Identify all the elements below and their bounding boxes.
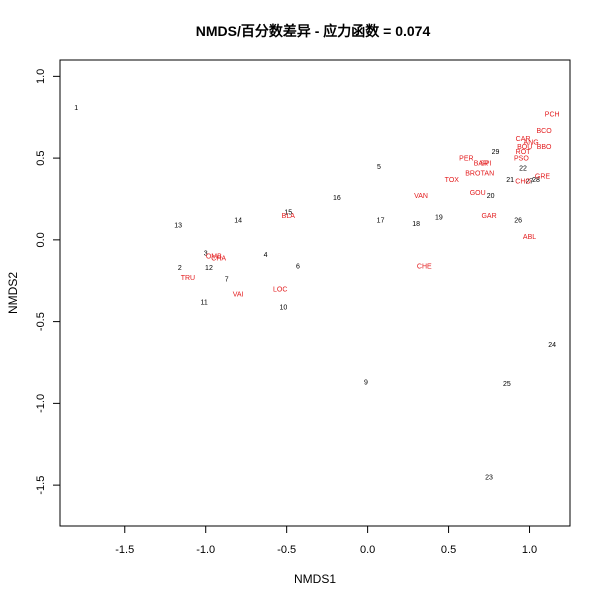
site-label: 9 xyxy=(364,380,368,387)
species-label: ABL xyxy=(523,234,536,241)
x-tick-label: -1.5 xyxy=(115,544,134,556)
x-tick-label: -1.0 xyxy=(196,544,215,556)
y-tick-label: -1.5 xyxy=(35,476,47,495)
species-label: BCO xyxy=(537,128,553,135)
y-tick-label: 1.0 xyxy=(35,69,47,84)
species-label: VAN xyxy=(414,193,428,200)
x-tick-label: 0.0 xyxy=(360,544,375,556)
y-tick-label: 0.5 xyxy=(35,150,47,165)
chart-title: NMDS/百分数差异 - 应力函数 = 0.074 xyxy=(196,23,431,39)
site-label: 6 xyxy=(296,264,300,271)
site-label: 27 xyxy=(526,178,534,185)
species-label: VAI xyxy=(233,291,244,298)
x-tick-label: -0.5 xyxy=(277,544,296,556)
x-tick-label: 1.0 xyxy=(522,544,537,556)
site-label: 23 xyxy=(485,474,493,481)
site-label: 26 xyxy=(514,218,522,225)
site-label: 4 xyxy=(264,252,268,259)
site-label: 19 xyxy=(435,214,443,221)
site-label: 25 xyxy=(503,381,511,388)
y-axis-label: NMDS2 xyxy=(6,272,20,314)
species-label: CAR xyxy=(516,136,531,143)
site-label: 2 xyxy=(178,265,182,272)
x-axis: -1.5 -1.0 -0.5 0.0 0.5 1.0 xyxy=(115,525,537,556)
species-label: CHO xyxy=(515,178,531,185)
species-label: OMB xyxy=(206,254,222,261)
species-label: ANG xyxy=(524,139,539,146)
site-label: 14 xyxy=(234,218,242,225)
species-label: GOU xyxy=(470,190,486,197)
x-axis-label: NMDS1 xyxy=(294,572,336,586)
species-label: CHA xyxy=(211,255,226,262)
species-label: ROT xyxy=(516,149,532,156)
site-label: 28 xyxy=(532,177,540,184)
species-label: PCH xyxy=(545,111,560,118)
species-label: PSO xyxy=(514,156,529,163)
species-label: BLA xyxy=(282,213,296,220)
species-label: PER xyxy=(459,156,473,163)
site-label: 12 xyxy=(205,265,213,272)
species-label: BBO xyxy=(537,144,552,151)
y-tick-label: -1.0 xyxy=(35,394,47,413)
species-label: TOX xyxy=(445,177,460,184)
species-label: GRE xyxy=(535,174,551,181)
site-label: 16 xyxy=(333,195,341,202)
y-tick-label: 0.0 xyxy=(35,232,47,247)
site-label: 21 xyxy=(506,177,514,184)
site-label: 22 xyxy=(519,165,527,172)
species-label: CHE xyxy=(417,264,432,271)
site-label: 29 xyxy=(492,149,500,156)
species-label: BAR xyxy=(474,161,488,168)
species-label: BRO xyxy=(465,170,481,177)
site-label: 3 xyxy=(204,250,208,257)
species-label: GAR xyxy=(481,213,496,220)
site-label: 17 xyxy=(377,218,385,225)
x-tick-label: 0.5 xyxy=(441,544,456,556)
y-tick-label: -0.5 xyxy=(35,312,47,331)
site-label: 7 xyxy=(225,277,229,284)
species-label: LOC xyxy=(273,286,287,293)
species-label: BOU xyxy=(517,144,532,151)
site-label: 10 xyxy=(280,304,288,311)
species-label: TRU xyxy=(181,275,195,282)
site-label: 24 xyxy=(548,342,556,349)
species-label: TAN xyxy=(481,170,494,177)
site-label: 5 xyxy=(377,164,381,171)
site-label: 15 xyxy=(284,210,292,217)
y-axis: -1.5 -1.0 -0.5 0.0 0.5 1.0 xyxy=(35,69,61,495)
site-label: 18 xyxy=(412,221,420,228)
site-label: 13 xyxy=(174,223,182,230)
species-label: SPI xyxy=(480,161,491,168)
site-label: 20 xyxy=(487,193,495,200)
site-label: 11 xyxy=(200,299,207,306)
site-label: 1 xyxy=(74,105,78,112)
